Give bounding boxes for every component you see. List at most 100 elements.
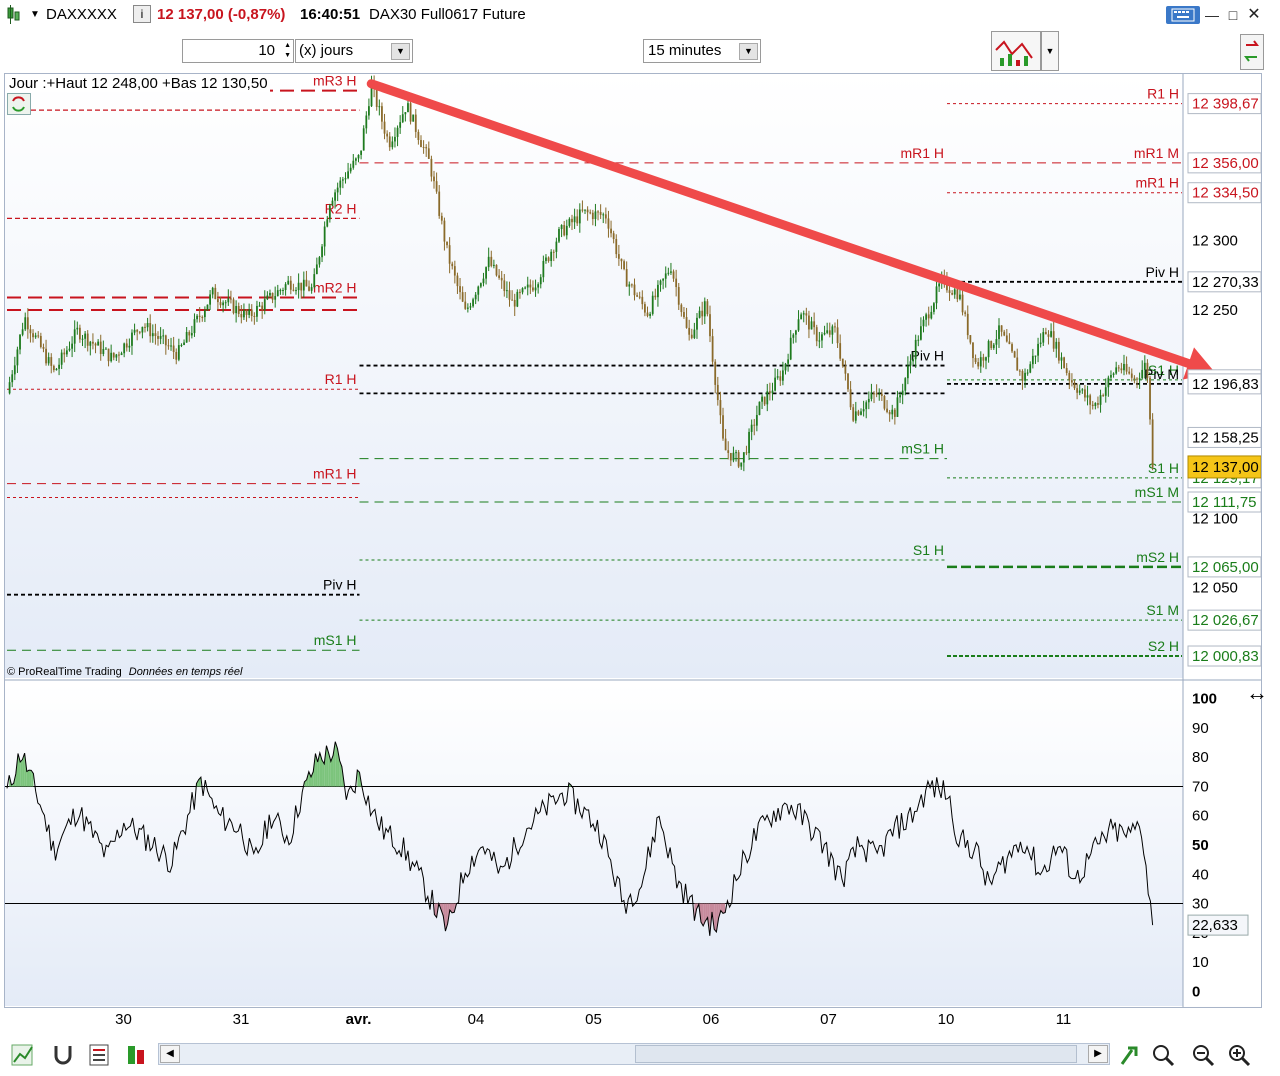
candle-body — [852, 407, 855, 421]
candle-body — [250, 309, 253, 317]
candle-body — [357, 154, 360, 159]
magnet-icon[interactable] — [50, 1042, 76, 1068]
symbol-name[interactable]: DAXXXXX — [46, 6, 117, 23]
candle-body — [261, 305, 264, 310]
candle-body — [891, 409, 894, 415]
candle-body — [594, 211, 597, 220]
candle-body — [766, 391, 769, 405]
candle-body — [690, 334, 693, 338]
timeframe-select[interactable]: 15 minutes ▼ — [643, 39, 761, 63]
rsi-overbought-fill — [29, 770, 32, 787]
candle-body — [383, 121, 386, 134]
panel-toggle-button[interactable] — [1240, 34, 1264, 70]
candle-body — [302, 279, 305, 291]
candle-body — [602, 214, 605, 216]
spinner-icon[interactable]: ▲ ▼ — [284, 42, 291, 59]
x-axis-label: 07 — [820, 1011, 837, 1028]
rsi-current-value: 22,633 — [1192, 917, 1238, 934]
candle-body — [175, 352, 178, 360]
zoom-in-icon[interactable] — [1226, 1042, 1252, 1068]
candle-body — [985, 357, 987, 361]
candle-body — [625, 269, 628, 287]
rsi-axis-tick: 30 — [1192, 896, 1209, 913]
symbol-dropdown-icon[interactable]: ▼ — [30, 9, 40, 20]
candle-body — [42, 347, 45, 349]
scroll-left-icon[interactable]: ◀ — [160, 1045, 180, 1063]
chevron-down-icon[interactable]: ▼ — [739, 43, 758, 60]
rsi-oversold-fill — [452, 903, 455, 913]
candle-body — [157, 336, 159, 339]
price-change: 12 137,00 (-0,87%) — [157, 6, 286, 23]
candle-body — [815, 327, 818, 342]
candle-body — [821, 334, 823, 341]
candle-body — [677, 287, 680, 305]
candle-body — [94, 343, 97, 346]
candle-body — [300, 282, 303, 291]
candle-body — [724, 438, 727, 451]
chevron-down-icon[interactable]: ▼ — [391, 43, 410, 60]
info-icon[interactable]: i — [133, 5, 151, 23]
price-tag: 12 026,67 — [1192, 612, 1259, 629]
minimize-icon[interactable]: — — [1205, 7, 1219, 23]
candle-body — [649, 313, 652, 316]
candle-body — [469, 306, 472, 308]
candle-body — [966, 313, 969, 336]
candle-body — [274, 296, 277, 300]
rsi-axis-tick: 0 — [1192, 983, 1200, 1000]
maximize-icon[interactable]: □ — [1228, 7, 1238, 23]
candle-body — [315, 264, 318, 275]
candle-body — [797, 319, 800, 331]
candle-body — [693, 329, 696, 338]
close-icon[interactable]: ✕ — [1247, 6, 1261, 23]
candle-body — [672, 271, 675, 279]
zoom-out-icon[interactable] — [1190, 1042, 1216, 1068]
candle-body — [1029, 364, 1032, 373]
pointer-icon[interactable] — [1116, 1042, 1142, 1068]
candle-body — [644, 304, 646, 313]
chart-style-dropdown-icon[interactable]: ▼ — [1041, 31, 1059, 71]
candle-body — [1047, 334, 1050, 337]
rsi-axis-tick: 80 — [1192, 749, 1209, 766]
candle-body — [1068, 372, 1071, 381]
candle-body — [1107, 377, 1110, 388]
candle-body — [1052, 331, 1055, 349]
axis-background — [1183, 74, 1261, 1007]
candle-body — [995, 339, 998, 345]
list-icon[interactable] — [86, 1042, 112, 1068]
candle-body — [461, 292, 464, 302]
candle-body — [636, 295, 638, 297]
keyboard-icon[interactable] — [1166, 6, 1200, 24]
pivot-level-label: Piv H — [911, 348, 944, 364]
candle-body — [998, 325, 1000, 340]
scroll-thumb[interactable] — [635, 1045, 1077, 1063]
period-unit-select[interactable]: (x) jours ▼ — [295, 39, 413, 63]
scroll-right-icon[interactable]: ▶ — [1088, 1045, 1108, 1063]
candle-body — [1003, 331, 1006, 336]
candle-body — [222, 302, 225, 306]
candle-body — [719, 400, 722, 416]
candle-body — [607, 218, 610, 229]
pivot-level-label: S1 H — [1148, 460, 1179, 476]
indicator-swap-icon[interactable] — [7, 93, 31, 115]
candle-body — [847, 373, 849, 390]
rsi-axis-tick: 70 — [1192, 778, 1209, 795]
zoom-area-icon[interactable] — [1150, 1042, 1176, 1068]
rsi-axis-tick: 40 — [1192, 866, 1209, 883]
period-value-input[interactable]: 10 ▲ ▼ — [182, 39, 294, 63]
candle-body — [789, 337, 792, 360]
rsi-overbought-fill — [326, 745, 329, 787]
chart-style-button[interactable] — [991, 31, 1041, 71]
draw-tool-icon[interactable] — [10, 1042, 36, 1068]
resize-cursor-icon[interactable]: ↔ — [1246, 680, 1268, 705]
candle-body — [683, 312, 685, 318]
candle-body — [802, 313, 805, 315]
candle-body — [899, 395, 901, 398]
candle-body — [828, 330, 831, 335]
candle-body — [224, 302, 227, 304]
candle-body — [128, 345, 131, 348]
horizontal-scrollbar[interactable]: ◀ ▶ — [158, 1043, 1110, 1065]
candle-body — [68, 348, 71, 351]
indicator-icon[interactable] — [124, 1042, 150, 1068]
